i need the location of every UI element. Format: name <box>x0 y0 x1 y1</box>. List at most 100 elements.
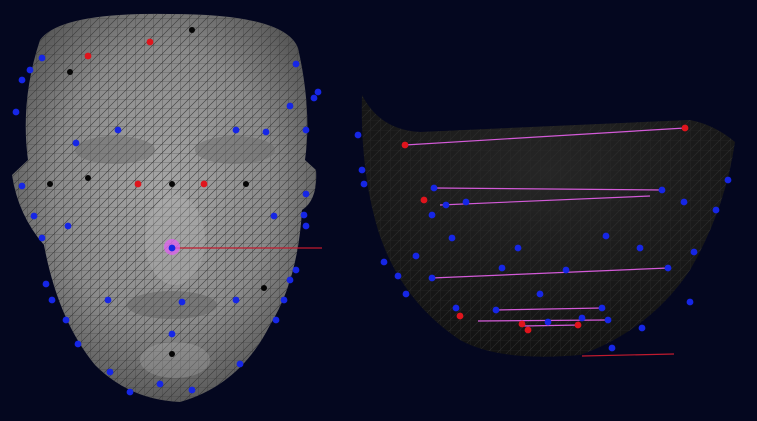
landmark-point[interactable] <box>452 304 460 312</box>
landmark-point[interactable] <box>598 304 606 312</box>
landmark-point[interactable] <box>428 274 436 282</box>
landmark-point[interactable] <box>302 190 310 198</box>
landmark-point[interactable] <box>360 180 368 188</box>
landmark-point[interactable] <box>604 316 612 324</box>
landmark-point[interactable] <box>72 139 80 147</box>
landmarks[interactable] <box>12 27 732 396</box>
landmark-point[interactable] <box>38 54 46 62</box>
landmark-point[interactable] <box>302 222 310 230</box>
landmark-point[interactable] <box>602 232 610 240</box>
landmark-point[interactable] <box>236 360 244 368</box>
landmark-point[interactable] <box>156 380 164 388</box>
landmark-point[interactable] <box>514 244 522 252</box>
landmark-point[interactable] <box>146 38 154 46</box>
landmark-point[interactable] <box>302 126 310 134</box>
landmark-point[interactable] <box>168 330 176 338</box>
landmark-point[interactable] <box>12 108 20 116</box>
landmark-point[interactable] <box>690 248 698 256</box>
landmark-point[interactable] <box>114 126 122 134</box>
landmark-point[interactable] <box>681 124 689 132</box>
landmark-point[interactable] <box>524 326 532 334</box>
landmark-point[interactable] <box>430 184 438 192</box>
landmark-point[interactable] <box>232 126 240 134</box>
landmark-point[interactable] <box>189 27 195 33</box>
landmark-point[interactable] <box>664 264 672 272</box>
landmark-point[interactable] <box>38 234 46 242</box>
landmark-point[interactable] <box>42 280 50 288</box>
landmark-point[interactable] <box>286 102 294 110</box>
landmark-point[interactable] <box>420 196 428 204</box>
landmark-point[interactable] <box>188 386 196 394</box>
landmark-point[interactable] <box>314 88 322 96</box>
landmark-point[interactable] <box>18 76 26 84</box>
landmark-point[interactable] <box>64 222 72 230</box>
landmark-point[interactable] <box>492 306 500 314</box>
landmark-point[interactable] <box>292 60 300 68</box>
landmark-point[interactable] <box>462 198 470 206</box>
landmark-point[interactable] <box>310 94 318 102</box>
landmark-point[interactable] <box>84 52 92 60</box>
landmark-point[interactable] <box>724 176 732 184</box>
face-wireframe <box>12 13 317 402</box>
landmark-point[interactable] <box>401 141 409 149</box>
landmark-point[interactable] <box>26 66 34 74</box>
landmark-point[interactable] <box>134 180 142 188</box>
landmark-point[interactable] <box>272 316 280 324</box>
landmark-point[interactable] <box>578 314 586 322</box>
landmark-point[interactable] <box>658 186 666 194</box>
landmark-point[interactable] <box>104 296 112 304</box>
landmark-point[interactable] <box>402 290 410 298</box>
landmark-point[interactable] <box>18 182 26 190</box>
landmark-point[interactable] <box>169 181 175 187</box>
landmark-point[interactable] <box>544 318 552 326</box>
jaw-mesh[interactable] <box>361 95 735 357</box>
landmark-point[interactable] <box>85 175 91 181</box>
landmark-point[interactable] <box>686 298 694 306</box>
correspondence-lines <box>172 127 686 357</box>
landmark-point[interactable] <box>243 181 249 187</box>
landmark-point[interactable] <box>498 264 506 272</box>
landmark-point[interactable] <box>47 181 53 187</box>
landmark-point[interactable] <box>394 272 402 280</box>
landmark-point[interactable] <box>536 290 544 298</box>
landmark-point[interactable] <box>169 351 175 357</box>
landmark-point[interactable] <box>442 201 450 209</box>
landmark-point[interactable] <box>62 316 70 324</box>
landmark-point[interactable] <box>608 344 616 352</box>
left-brow-shadow <box>75 136 155 164</box>
landmark-point[interactable] <box>67 69 73 75</box>
landmark-point[interactable] <box>574 321 582 329</box>
landmark-point[interactable] <box>300 211 308 219</box>
landmark-point[interactable] <box>200 180 208 188</box>
landmark-point[interactable] <box>30 212 38 220</box>
landmark-point[interactable] <box>354 131 362 139</box>
landmark-point[interactable] <box>280 296 288 304</box>
landmark-point[interactable] <box>292 266 300 274</box>
landmark-point[interactable] <box>638 324 646 332</box>
landmark-point[interactable] <box>261 285 267 291</box>
landmark-point[interactable] <box>562 266 570 274</box>
landmark-point[interactable] <box>48 296 56 304</box>
landmark-point[interactable] <box>636 244 644 252</box>
landmark-point[interactable] <box>106 368 114 376</box>
landmark-point[interactable] <box>448 234 456 242</box>
face-mesh[interactable] <box>12 13 317 402</box>
landmark-point[interactable] <box>74 340 82 348</box>
landmark-point[interactable] <box>680 198 688 206</box>
landmark-point[interactable] <box>286 276 294 284</box>
landmark-point[interactable] <box>380 258 388 266</box>
landmark-point[interactable] <box>178 298 186 306</box>
landmark-point[interactable] <box>712 206 720 214</box>
landmark-point[interactable] <box>168 244 176 252</box>
landmark-point[interactable] <box>126 388 134 396</box>
landmark-point[interactable] <box>270 212 278 220</box>
landmark-point[interactable] <box>262 128 270 136</box>
landmark-point[interactable] <box>428 211 436 219</box>
landmark-point[interactable] <box>456 312 464 320</box>
landmark-point[interactable] <box>358 166 366 174</box>
landmark-point[interactable] <box>232 296 240 304</box>
landmark-point[interactable] <box>518 320 526 328</box>
landmark-point[interactable] <box>412 252 420 260</box>
